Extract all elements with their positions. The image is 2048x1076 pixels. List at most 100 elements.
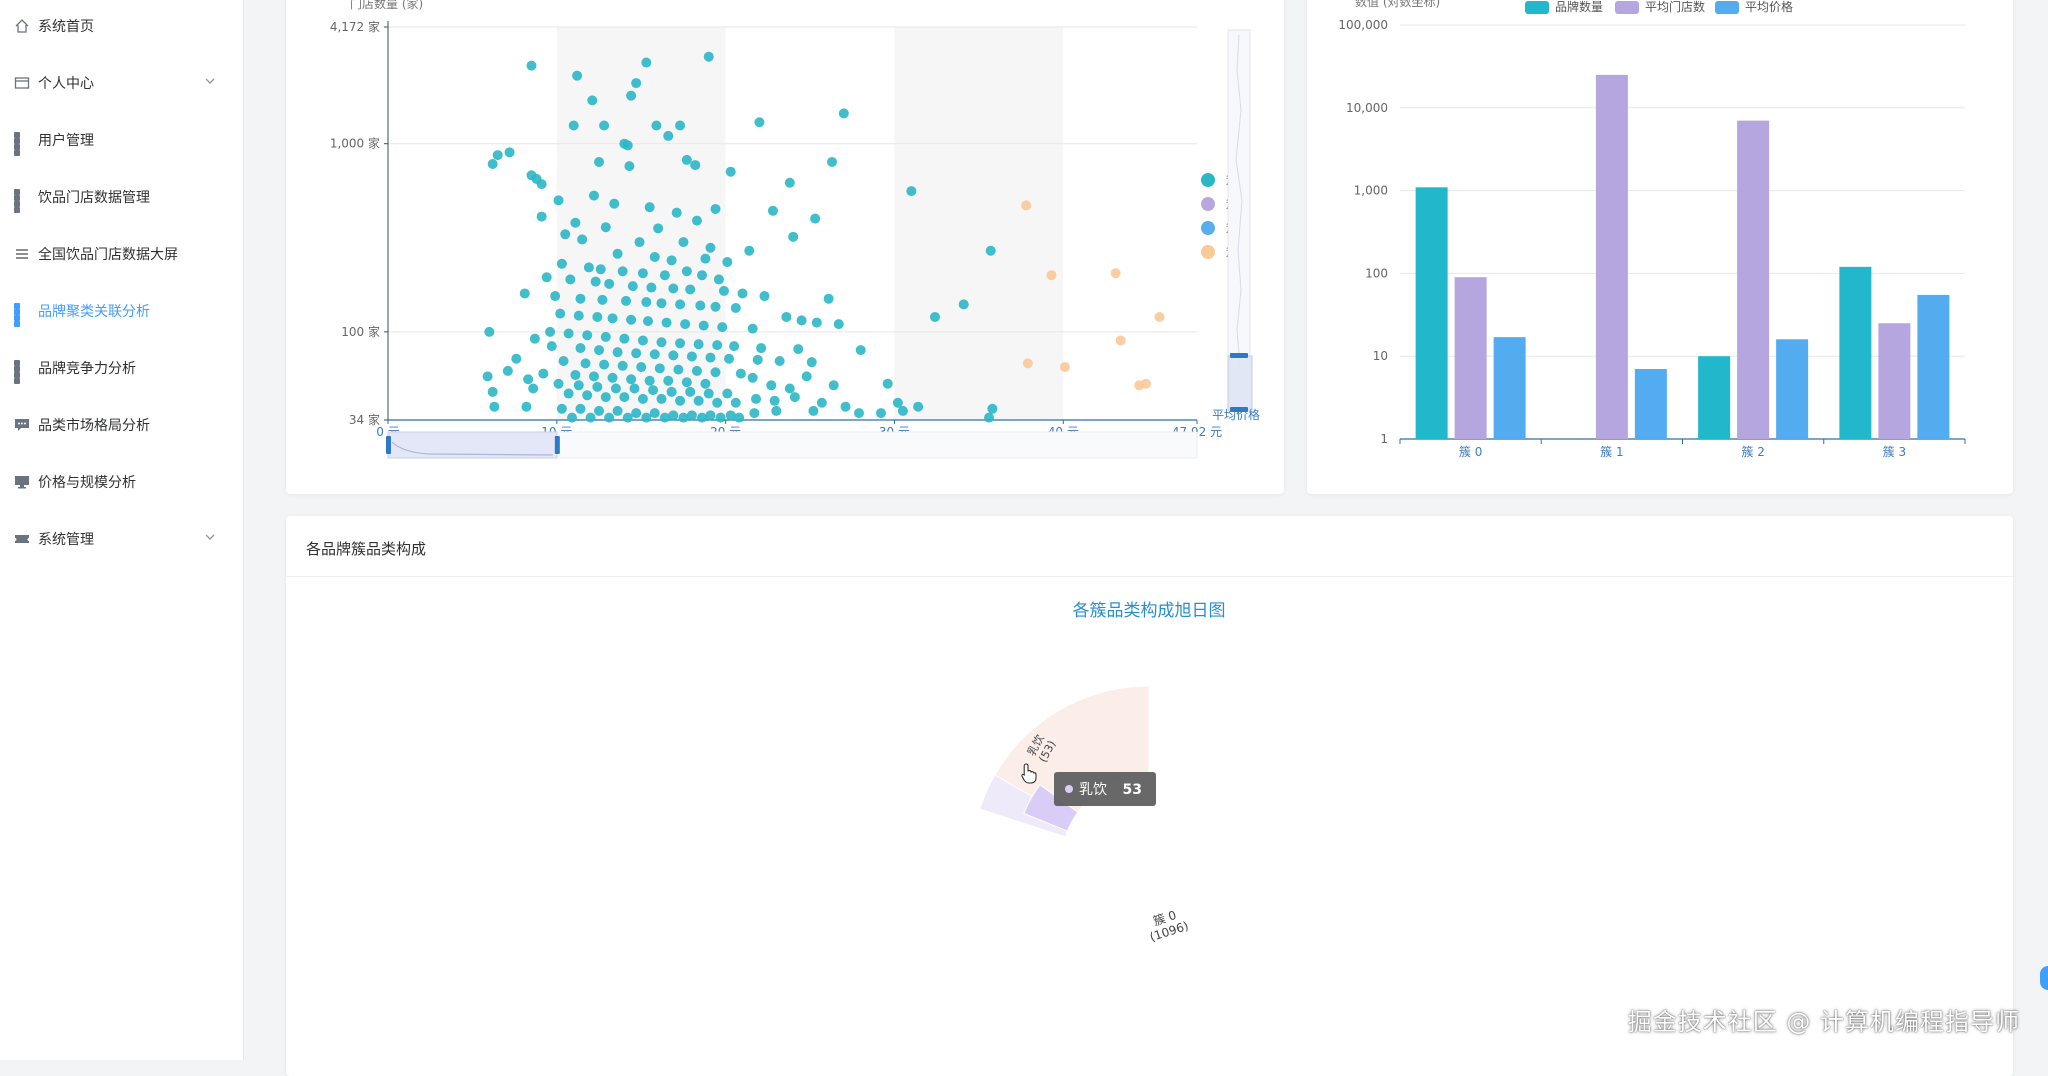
scatter-point[interactable] — [526, 60, 537, 71]
scatter-point[interactable] — [892, 397, 903, 408]
scatter-point[interactable] — [659, 412, 670, 423]
scatter-point[interactable] — [675, 395, 686, 406]
scatter-point[interactable] — [1021, 200, 1032, 211]
scatter-point[interactable] — [649, 408, 660, 419]
scatter-point[interactable] — [663, 130, 674, 141]
scatter-point[interactable] — [691, 365, 702, 376]
scatter-point[interactable] — [744, 245, 755, 256]
legend-item[interactable]: 平均门店数 — [1615, 0, 1705, 14]
scatter-point[interactable] — [568, 120, 579, 131]
scatter-point[interactable] — [730, 302, 741, 313]
x-datazoom-handle-left[interactable] — [386, 436, 391, 454]
sunburst-segment-highlight[interactable] — [1023, 783, 1079, 832]
scatter-point[interactable] — [599, 359, 610, 370]
scatter-point[interactable] — [681, 154, 692, 165]
sidebar-item-6[interactable]: 品牌竞争力分析 — [0, 348, 244, 388]
sidebar-item-1[interactable]: 个人中心 — [0, 63, 244, 103]
scatter-point[interactable] — [671, 207, 682, 218]
bar[interactable] — [1698, 356, 1731, 439]
scatter-point[interactable] — [649, 349, 660, 360]
scatter-point[interactable] — [594, 405, 605, 416]
scatter-point[interactable] — [784, 383, 795, 394]
sidebar-item-3[interactable]: 饮品门店数据管理 — [0, 177, 244, 217]
y-datazoom-handle-top[interactable] — [1230, 353, 1248, 358]
scatter-point[interactable] — [686, 410, 697, 421]
scatter-point[interactable] — [897, 405, 908, 416]
scatter-point[interactable] — [697, 270, 708, 281]
scatter-point[interactable] — [594, 156, 605, 167]
scatter-point[interactable] — [668, 410, 679, 421]
scatter-point[interactable] — [882, 378, 893, 389]
scatter-point[interactable] — [913, 401, 924, 412]
scatter-point[interactable] — [729, 341, 740, 352]
scatter-point[interactable] — [575, 293, 586, 304]
x-datazoom-window[interactable] — [387, 431, 558, 459]
scatter-point[interactable] — [504, 147, 515, 158]
scatter-point[interactable] — [685, 386, 696, 397]
scatter-point[interactable] — [556, 403, 567, 414]
scatter-point[interactable] — [747, 323, 758, 334]
scatter-point[interactable] — [827, 156, 838, 167]
scatter-point[interactable] — [489, 401, 500, 412]
scatter-point[interactable] — [715, 412, 726, 423]
scatter-point[interactable] — [656, 298, 667, 309]
scatter-point[interactable] — [538, 368, 549, 379]
scatter-point[interactable] — [710, 203, 721, 214]
scatter-point[interactable] — [1110, 268, 1121, 279]
scatter-point[interactable] — [612, 347, 623, 358]
scatter-point[interactable] — [668, 283, 679, 294]
scatter-point[interactable] — [710, 367, 721, 378]
scatter-point[interactable] — [610, 383, 621, 394]
bar[interactable] — [1595, 74, 1628, 439]
scatter-point[interactable] — [583, 262, 594, 273]
scatter-point[interactable] — [604, 278, 615, 289]
scatter-point[interactable] — [636, 362, 647, 373]
scatter-point[interactable] — [572, 70, 583, 81]
scatter-point[interactable] — [641, 412, 652, 423]
scatter-point[interactable] — [553, 195, 564, 206]
scatter-point[interactable] — [816, 397, 827, 408]
scatter-point[interactable] — [678, 412, 689, 423]
legend-item[interactable]: 品牌数量 — [1525, 0, 1603, 14]
scatter-point[interactable] — [1154, 311, 1165, 322]
scatter-point[interactable] — [666, 386, 677, 397]
scatter-point[interactable] — [781, 311, 792, 322]
scatter-point[interactable] — [600, 392, 611, 403]
scatter-point[interactable] — [712, 397, 723, 408]
scatter-point[interactable] — [656, 393, 667, 404]
scatter-point[interactable] — [567, 412, 578, 423]
scatter-point[interactable] — [617, 360, 628, 371]
scatter-point[interactable] — [693, 395, 704, 406]
scatter-point[interactable] — [784, 177, 795, 188]
scatter-point[interactable] — [644, 375, 655, 386]
scatter-point[interactable] — [600, 222, 611, 233]
scatter-point[interactable] — [626, 314, 637, 325]
scatter-point[interactable] — [1022, 358, 1033, 369]
scatter-point[interactable] — [624, 161, 635, 172]
floating-edge-button[interactable] — [2040, 966, 2048, 990]
sidebar-item-9[interactable]: 系统管理 — [0, 519, 244, 559]
scatter-point[interactable] — [597, 294, 608, 305]
scatter-point[interactable] — [626, 374, 637, 385]
scatter-point[interactable] — [600, 331, 611, 342]
scatter-point[interactable] — [550, 291, 561, 302]
scatter-point[interactable] — [587, 95, 598, 106]
bar[interactable] — [1839, 266, 1872, 439]
scatter-point[interactable] — [666, 255, 677, 266]
scatter-point[interactable] — [686, 351, 697, 362]
scatter-point[interactable] — [675, 120, 686, 131]
scatter-point[interactable] — [712, 340, 723, 351]
scatter-point[interactable] — [607, 372, 618, 383]
scatter-point[interactable] — [767, 205, 778, 216]
scatter-point[interactable] — [521, 401, 532, 412]
scatter-point[interactable] — [570, 217, 581, 228]
scatter-point[interactable] — [659, 270, 670, 281]
scatter-point[interactable] — [725, 410, 736, 421]
scatter-point[interactable] — [695, 300, 706, 311]
bar[interactable] — [1454, 277, 1487, 439]
scatter-point[interactable] — [756, 343, 767, 354]
bar[interactable] — [1415, 187, 1448, 439]
scatter-point[interactable] — [523, 374, 534, 385]
scatter-point[interactable] — [641, 57, 652, 68]
